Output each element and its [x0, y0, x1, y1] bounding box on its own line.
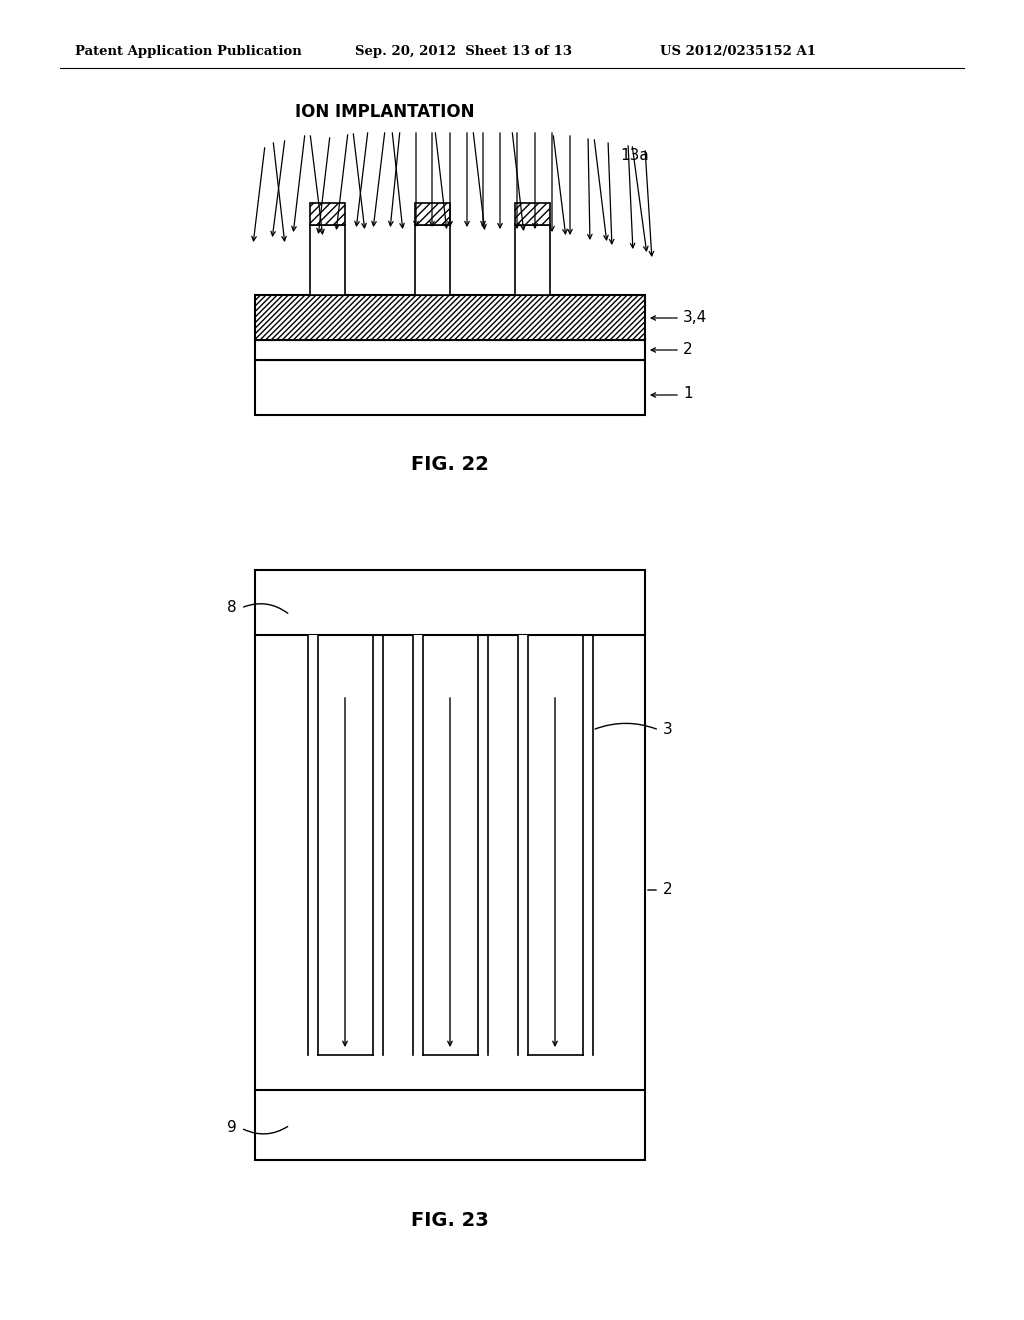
Text: 1: 1: [683, 385, 692, 400]
Text: Patent Application Publication: Patent Application Publication: [75, 45, 302, 58]
Bar: [255, 341, 645, 360]
Bar: [517, 635, 527, 1055]
Text: 2: 2: [663, 883, 673, 898]
Bar: [255, 360, 645, 414]
Text: ION IMPLANTATION: ION IMPLANTATION: [295, 103, 474, 121]
Bar: [515, 224, 550, 294]
Text: 13a: 13a: [620, 148, 649, 162]
Text: 3: 3: [663, 722, 673, 738]
Bar: [413, 635, 423, 1055]
Text: FIG. 23: FIG. 23: [411, 1210, 488, 1229]
Text: Sep. 20, 2012  Sheet 13 of 13: Sep. 20, 2012 Sheet 13 of 13: [355, 45, 572, 58]
Text: 8: 8: [227, 601, 237, 615]
Bar: [255, 570, 645, 1160]
Text: 9: 9: [227, 1121, 237, 1135]
Bar: [415, 203, 450, 224]
Bar: [515, 203, 550, 224]
Bar: [310, 203, 345, 224]
Bar: [415, 224, 450, 294]
Bar: [310, 224, 345, 294]
Text: US 2012/0235152 A1: US 2012/0235152 A1: [660, 45, 816, 58]
Bar: [307, 635, 317, 1055]
Text: 3,4: 3,4: [683, 310, 708, 326]
Bar: [255, 294, 645, 341]
Text: FIG. 22: FIG. 22: [411, 455, 488, 474]
Text: 2: 2: [683, 342, 692, 358]
